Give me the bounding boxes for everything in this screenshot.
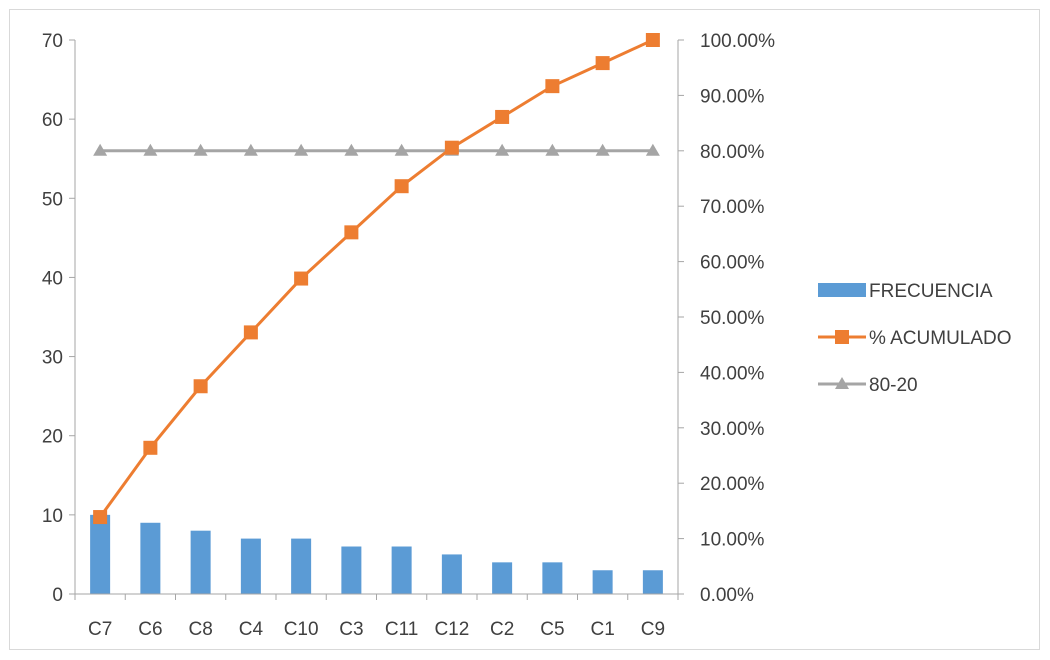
legend-swatch bbox=[818, 283, 866, 297]
point-C2 bbox=[495, 143, 510, 156]
left-tick-label: 0 bbox=[52, 585, 63, 606]
right-tick-label: 100.00% bbox=[700, 31, 775, 52]
bar-C9 bbox=[642, 570, 663, 594]
bar-C5 bbox=[542, 562, 563, 594]
bar-C4 bbox=[240, 538, 261, 594]
x-tick-label: C5 bbox=[540, 619, 564, 640]
lines-layer bbox=[93, 33, 660, 525]
point-C9 bbox=[645, 143, 660, 156]
bar-C12 bbox=[441, 554, 462, 594]
left-tick-label: 10 bbox=[42, 506, 63, 527]
right-tick-label: 40.00% bbox=[700, 363, 765, 384]
point-C7 bbox=[93, 510, 108, 525]
legend-label: FRECUENCIA bbox=[869, 281, 993, 302]
x-tick-label: C9 bbox=[641, 619, 665, 640]
bars-layer bbox=[90, 514, 663, 594]
x-tick-label: C11 bbox=[385, 619, 418, 640]
right-tick-label: 20.00% bbox=[700, 474, 765, 495]
point-C11 bbox=[394, 143, 409, 156]
x-tick-label: C12 bbox=[434, 619, 469, 640]
point-C4 bbox=[243, 143, 258, 156]
right-tick-label: 80.00% bbox=[700, 142, 765, 163]
right-tick-label: 60.00% bbox=[700, 253, 765, 274]
point-C2 bbox=[495, 109, 510, 124]
bar-C3 bbox=[341, 546, 362, 594]
point-C5 bbox=[545, 143, 560, 156]
bar-C8 bbox=[190, 530, 211, 594]
point-C5 bbox=[545, 79, 560, 94]
bar-C10 bbox=[291, 538, 312, 594]
point-C8 bbox=[193, 143, 208, 156]
x-tick-label: C1 bbox=[590, 619, 614, 640]
bar-C11 bbox=[391, 546, 412, 594]
labels-layer: 0 10 20 30 40 50 60 70 0.00% 10.00% 20.00% 30.00% 40… bbox=[42, 31, 775, 640]
point-C3 bbox=[344, 225, 359, 240]
point-C4 bbox=[243, 325, 258, 340]
point-C1 bbox=[595, 56, 610, 71]
x-tick-label: C2 bbox=[490, 619, 514, 640]
legend-marker bbox=[835, 330, 849, 344]
point-C9 bbox=[645, 33, 660, 47]
right-tick-label: 70.00% bbox=[700, 197, 765, 218]
x-tick-label: C7 bbox=[88, 619, 112, 640]
left-tick-label: 40 bbox=[42, 268, 63, 289]
point-C6 bbox=[143, 143, 158, 156]
legend: FRECUENCIA % ACUMULADO 80-20 bbox=[818, 281, 1012, 396]
left-tick-label: 70 bbox=[42, 31, 63, 52]
legend-item: 80-20 bbox=[818, 375, 918, 396]
point-C7 bbox=[93, 143, 108, 156]
point-C12 bbox=[444, 140, 459, 155]
left-tick-label: 30 bbox=[42, 348, 63, 369]
right-tick-label: 50.00% bbox=[700, 308, 765, 329]
bar-C2 bbox=[492, 562, 513, 594]
x-tick-label: C8 bbox=[188, 619, 212, 640]
point-C1 bbox=[595, 143, 610, 156]
bar-C7 bbox=[90, 514, 111, 594]
bar-C6 bbox=[140, 522, 161, 594]
x-tick-label: C4 bbox=[239, 619, 264, 640]
point-C6 bbox=[143, 440, 158, 455]
legend-item: FRECUENCIA bbox=[818, 281, 993, 302]
right-tick-label: 10.00% bbox=[700, 530, 765, 551]
chart-border bbox=[9, 9, 1040, 650]
point-C3 bbox=[344, 143, 359, 156]
left-tick-label: 20 bbox=[42, 427, 63, 448]
legend-marker bbox=[835, 377, 849, 389]
left-tick-label: 60 bbox=[42, 110, 63, 131]
point-C11 bbox=[394, 179, 409, 194]
bar-C1 bbox=[592, 570, 613, 594]
series-line--acumulado bbox=[98, 38, 654, 518]
x-tick-label: C10 bbox=[284, 619, 319, 640]
point-C10 bbox=[294, 271, 309, 286]
right-tick-label: 90.00% bbox=[700, 86, 765, 107]
legend-label: % ACUMULADO bbox=[869, 328, 1012, 349]
right-tick-label: 0.00% bbox=[700, 585, 754, 606]
legend-label: 80-20 bbox=[869, 375, 918, 396]
x-tick-label: C6 bbox=[138, 619, 162, 640]
x-tick-label: C3 bbox=[339, 619, 363, 640]
left-tick-label: 50 bbox=[42, 189, 63, 210]
point-C10 bbox=[294, 143, 309, 156]
legend-item: % ACUMULADO bbox=[818, 328, 1012, 349]
point-C8 bbox=[193, 379, 208, 394]
axes-layer bbox=[69, 39, 684, 600]
right-tick-label: 30.00% bbox=[700, 419, 765, 440]
